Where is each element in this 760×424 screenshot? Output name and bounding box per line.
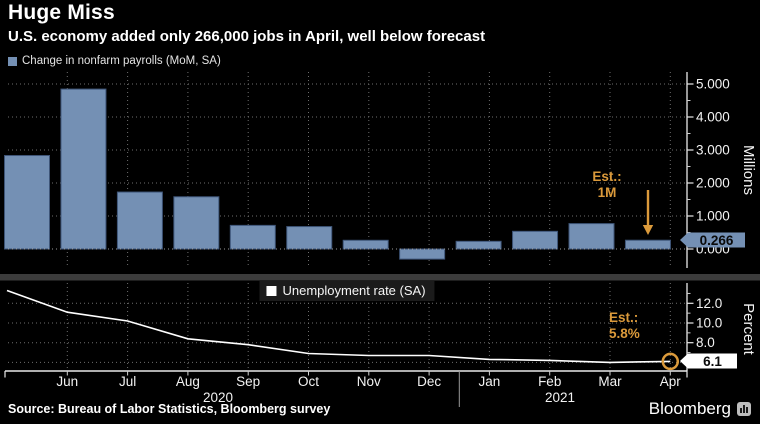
bar-Nov-2020 — [342, 239, 389, 250]
bloomberg-logo: Bloomberg — [649, 399, 751, 419]
bar-Jul-2020 — [116, 191, 163, 250]
payrolls-tick-label: 3.000 — [696, 143, 730, 158]
month-label-Mar: Mar — [598, 374, 622, 389]
payrolls-tick-label: 1.000 — [696, 209, 730, 224]
bar-Dec-2020 — [399, 248, 446, 260]
month-label-Sep: Sep — [236, 374, 260, 389]
chart-subtitle: U.S. economy added only 266,000 jobs in … — [8, 28, 486, 45]
month-label-Oct: Oct — [298, 374, 319, 389]
month-label-Dec: Dec — [417, 374, 441, 389]
unemployment-legend-label: Unemployment rate (SA) — [282, 283, 426, 298]
icon-bar-1 — [740, 408, 742, 413]
bar-Feb-2021 — [512, 230, 559, 250]
bar-Apr-2021 — [624, 239, 671, 250]
unemployment-estimate-value: 5.8% — [609, 326, 640, 341]
bar-May-2020 — [4, 155, 50, 250]
panel-divider — [0, 274, 760, 281]
payrolls-axis-title: Millions — [740, 145, 757, 195]
icon-bar-3 — [746, 407, 748, 413]
unemployment-tick-label: 12.0 — [696, 296, 722, 311]
unemployment-line — [6, 289, 671, 364]
unemployment-tick-label: 10.0 — [696, 316, 722, 331]
bloomberg-terminal-icon — [737, 402, 751, 416]
year-label-2020: 2020 — [203, 390, 233, 405]
payrolls-callout — [680, 232, 745, 248]
month-label-Jun: Jun — [56, 374, 78, 389]
unemployment-legend: Unemployment rate (SA) — [259, 281, 435, 301]
payrolls-legend-label: Change in nonfarm payrolls (MoM, SA) — [22, 55, 221, 67]
unemployment-callout-value: 6.1 — [703, 354, 722, 369]
bloomberg-wordmark: Bloomberg — [648, 399, 731, 418]
payrolls-callout-value: 0.266 — [700, 233, 734, 248]
estimate-arrow-head-icon — [642, 225, 654, 235]
unemployment-last-point-marker — [661, 352, 680, 371]
bar-Aug-2020 — [173, 196, 220, 250]
bar-Sep-2020 — [229, 224, 276, 250]
payrolls-legend: Change in nonfarm payrolls (MoM, SA) — [8, 55, 221, 67]
month-label-Jan: Jan — [479, 374, 501, 389]
month-label-Feb: Feb — [538, 374, 561, 389]
unemployment-callout — [680, 353, 737, 369]
payrolls-legend-swatch-icon — [8, 56, 17, 66]
bar-Jan-2021 — [455, 240, 502, 250]
source-note: Source: Bureau of Labor Statistics, Bloo… — [8, 402, 331, 416]
month-label-Nov: Nov — [357, 374, 381, 389]
payrolls-tick-label: 4.000 — [696, 110, 730, 125]
payrolls-estimate-label: Est.: — [592, 169, 621, 184]
month-label-Apr: Apr — [660, 374, 682, 389]
unemployment-axis-title: Percent — [740, 303, 757, 356]
unemployment-estimate-label: Est.: — [609, 310, 638, 325]
icon-bar-2 — [743, 405, 745, 413]
payrolls-tick-label: 5.000 — [696, 77, 730, 92]
page-title: Huge Miss — [8, 1, 115, 24]
year-label-2021: 2021 — [545, 390, 575, 405]
payrolls-tick-label: 2.000 — [696, 176, 730, 191]
unemployment-tick-label: 8.0 — [696, 335, 715, 350]
bar-Oct-2020 — [286, 226, 333, 250]
month-label-Jul: Jul — [119, 374, 136, 389]
bar-Mar-2021 — [568, 223, 615, 250]
bar-Jun-2020 — [60, 88, 107, 250]
month-label-Aug: Aug — [176, 374, 200, 389]
payrolls-estimate-value: 1M — [598, 185, 617, 200]
unemployment-legend-swatch-icon — [266, 285, 277, 296]
